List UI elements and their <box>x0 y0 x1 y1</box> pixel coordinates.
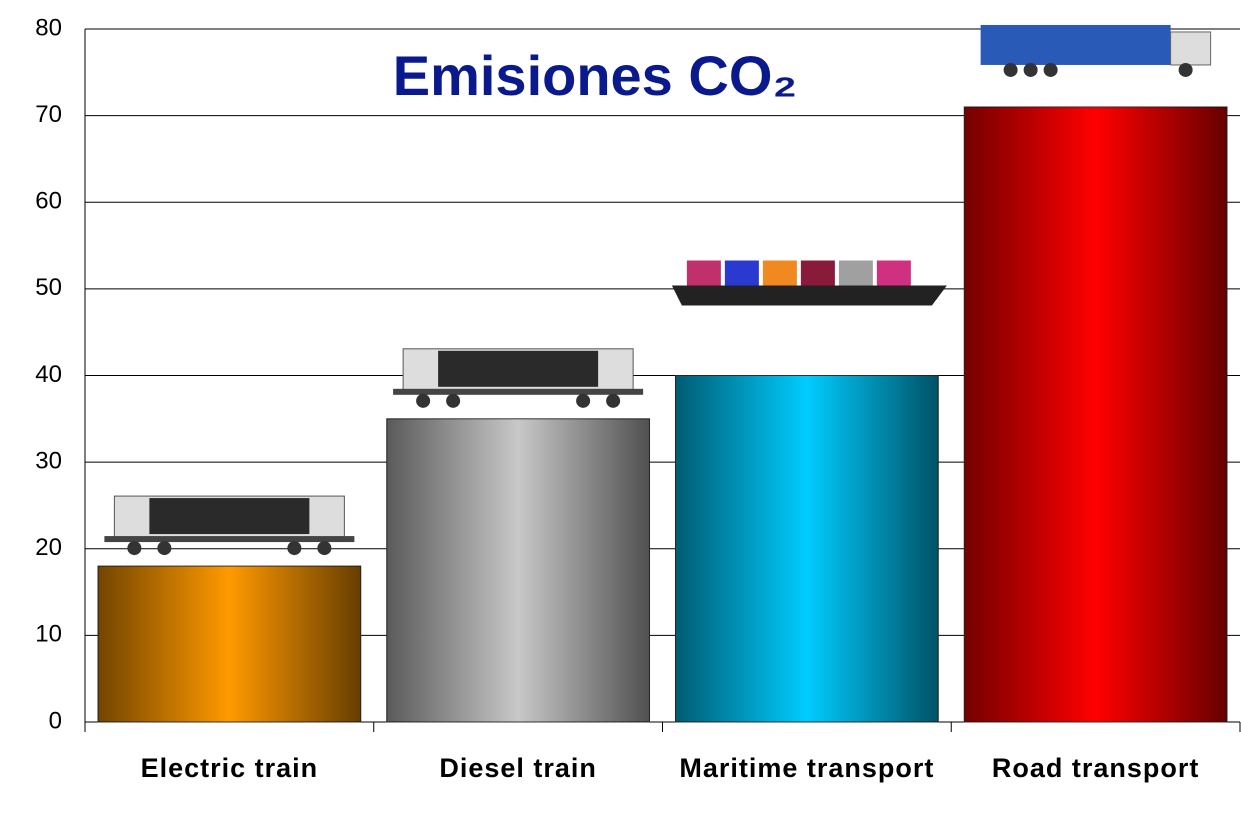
vehicle-part <box>1003 62 1018 77</box>
vehicle-part <box>876 260 911 286</box>
vehicle-icon <box>671 260 947 306</box>
vehicle-part <box>1043 62 1058 77</box>
vehicle-part <box>149 498 310 535</box>
vehicle-part <box>1023 62 1038 77</box>
y-tick-label: 40 <box>35 361 62 388</box>
vehicle-part <box>838 260 873 286</box>
x-tick-label: Electric train <box>140 753 319 783</box>
y-tick-label: 20 <box>35 534 62 561</box>
vehicle-part <box>671 285 947 306</box>
vehicle-icon <box>393 348 644 408</box>
bar-shade <box>386 418 650 722</box>
y-tick-label: 70 <box>35 101 62 128</box>
vehicle-part <box>576 393 591 408</box>
vehicle-part <box>127 541 142 556</box>
vehicle-part <box>1170 31 1212 66</box>
y-tick-label: 50 <box>35 274 62 301</box>
vehicle-part <box>762 260 797 286</box>
vehicle-part <box>157 541 172 556</box>
vehicle-part <box>980 24 1171 65</box>
bar-shade <box>97 566 361 722</box>
chart-title: Emisiones CO₂ <box>393 44 798 107</box>
bar-shade <box>964 106 1228 722</box>
y-tick-label: 60 <box>35 188 62 215</box>
y-tick-label: 80 <box>35 14 62 41</box>
x-tick-label: Road transport <box>991 753 1200 783</box>
vehicle-part <box>724 260 759 286</box>
y-tick-label: 10 <box>35 621 62 648</box>
y-tick-label: 30 <box>35 447 62 474</box>
vehicle-part <box>287 541 302 556</box>
vehicle-part <box>438 350 599 387</box>
x-tick-label: Diesel train <box>439 753 597 783</box>
y-tick-label: 0 <box>49 707 62 734</box>
vehicle-part <box>800 260 835 286</box>
bar-shade <box>675 375 939 722</box>
vehicle-part <box>317 541 332 556</box>
vehicle-part <box>446 393 461 408</box>
vehicle-icon <box>980 24 1212 77</box>
vehicle-part <box>104 536 355 543</box>
vehicle-part <box>686 260 721 286</box>
vehicle-part <box>606 393 621 408</box>
vehicle-part <box>416 393 431 408</box>
x-tick-label: Maritime transport <box>679 753 935 783</box>
vehicle-icon <box>104 495 355 556</box>
vehicle-part <box>393 388 644 395</box>
vehicle-part <box>1178 62 1193 77</box>
